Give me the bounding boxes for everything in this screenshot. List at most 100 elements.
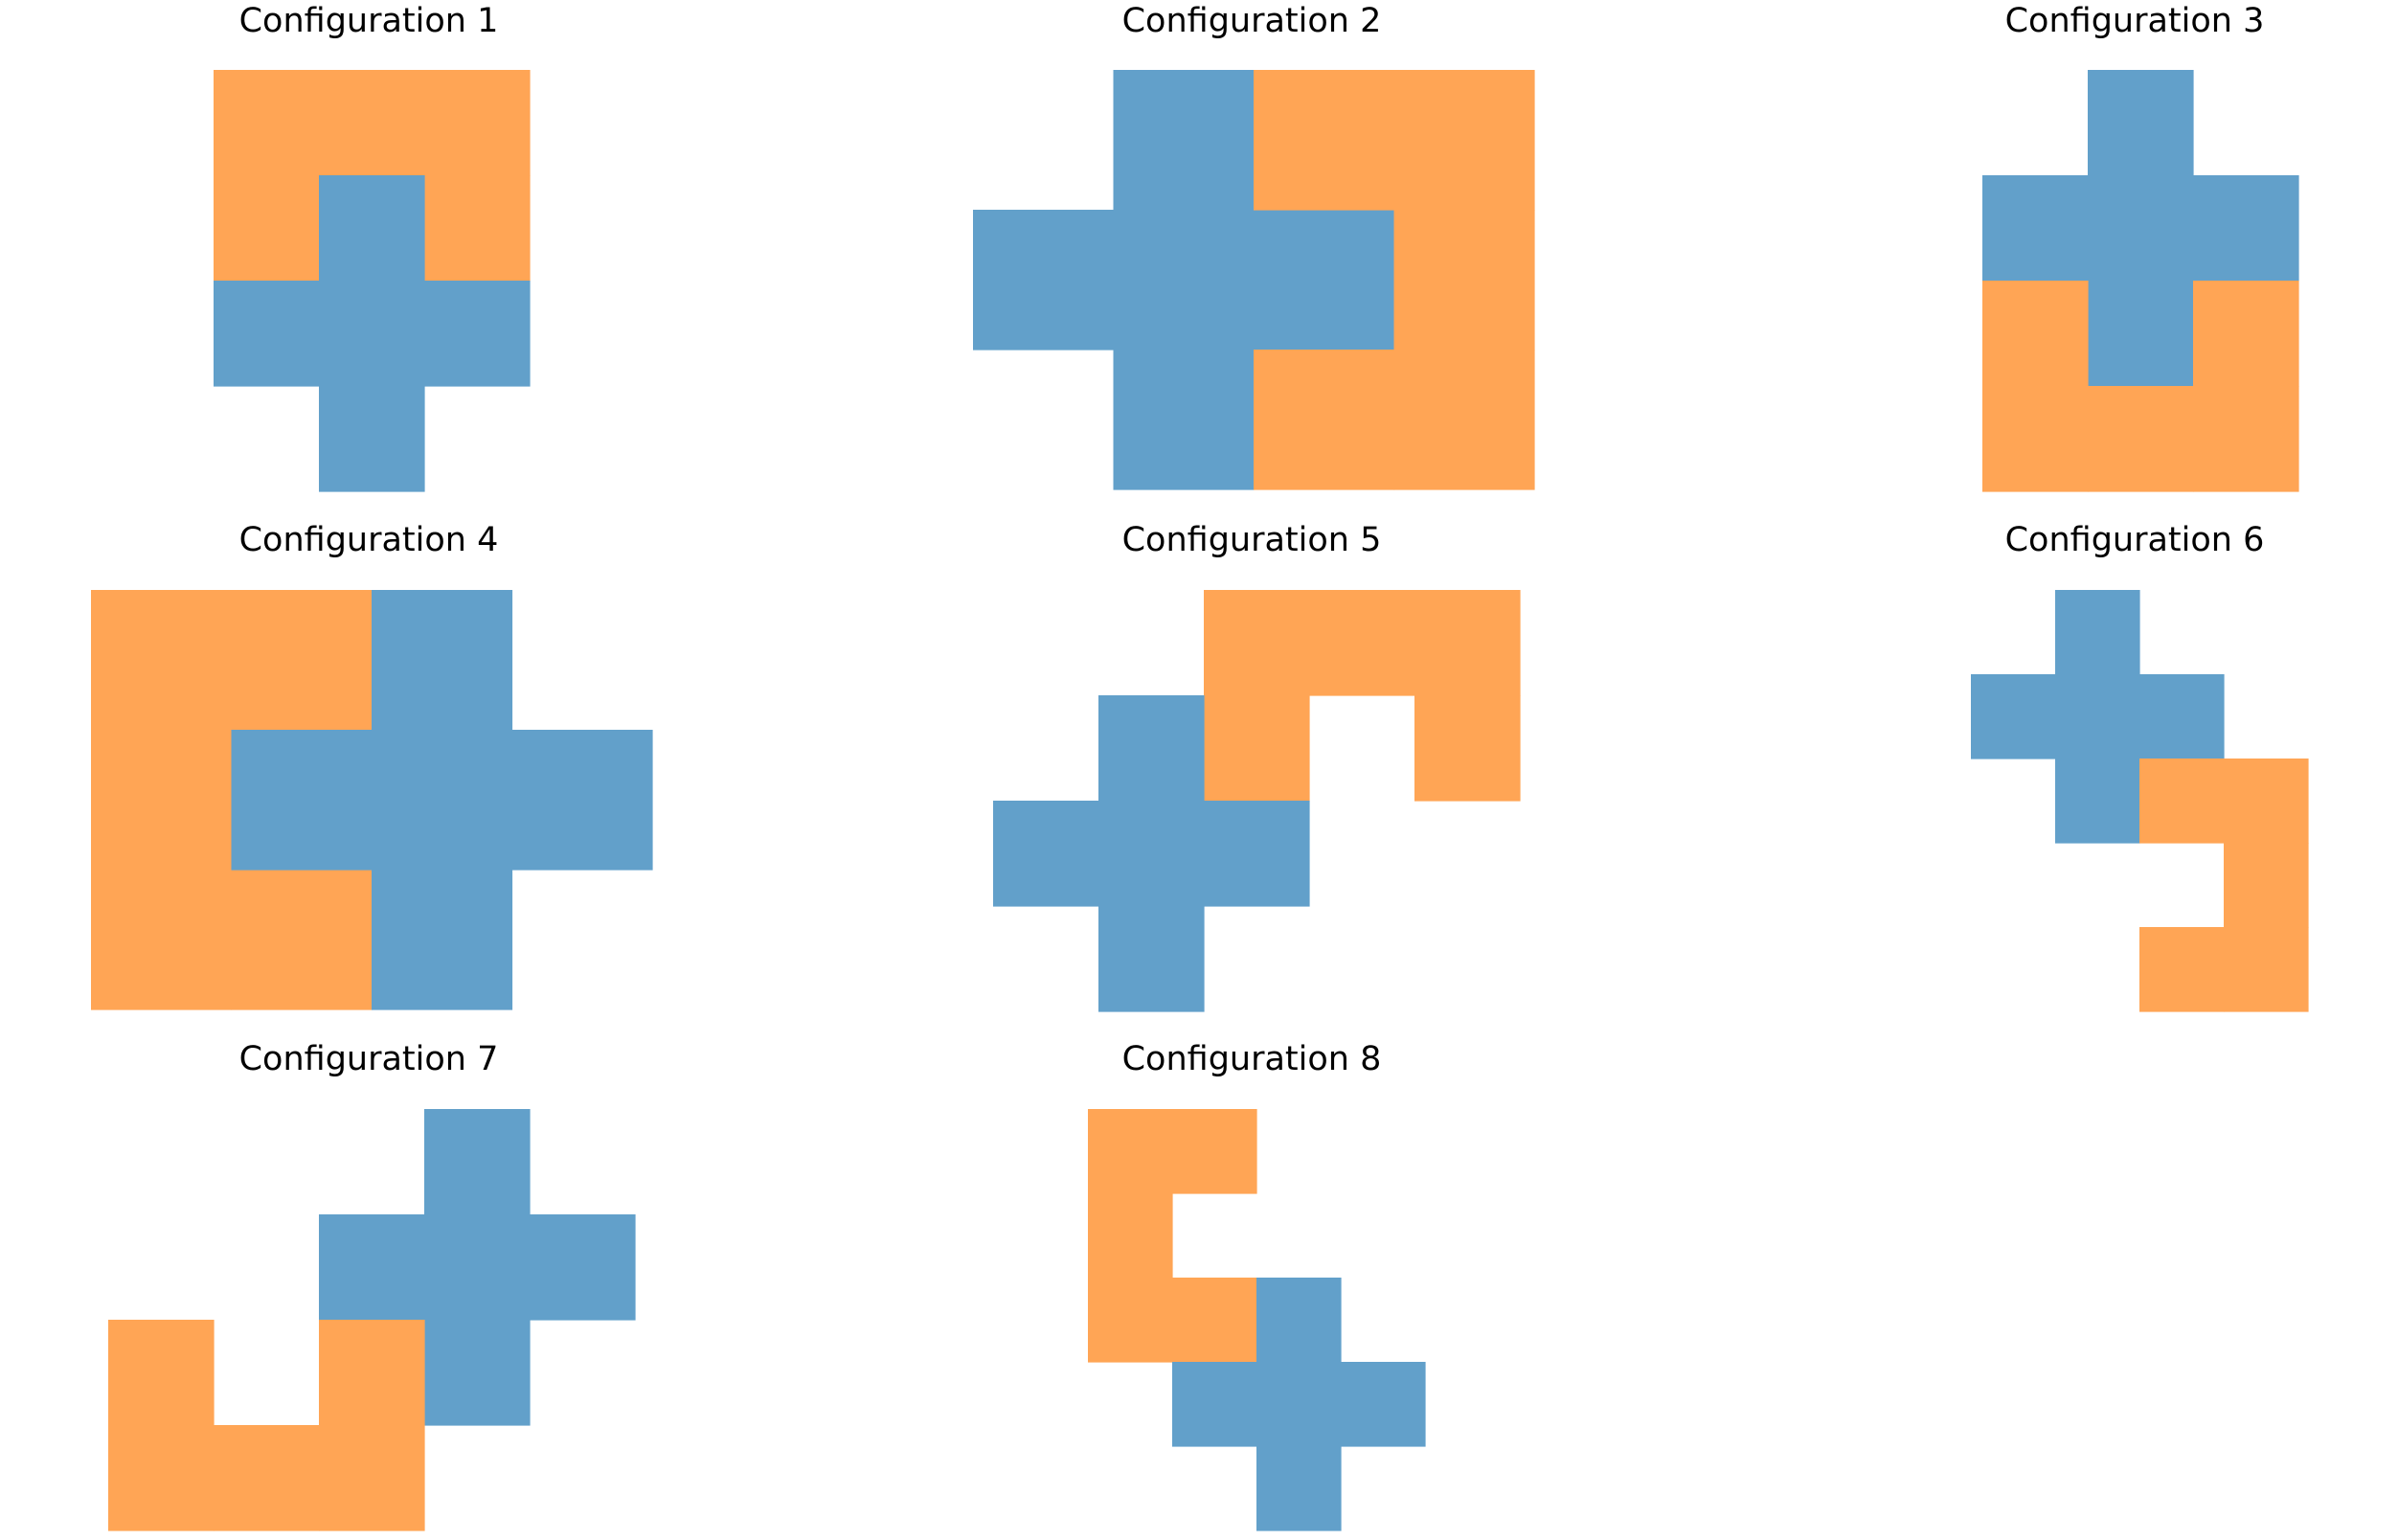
plus-cell [1113,70,1255,211]
plus-cell [2055,590,2140,675]
plus-cell [1256,1362,1342,1447]
plus-cell [2088,175,2194,282]
u-shape-cell [2139,927,2225,1012]
u-shape-cell [2193,281,2299,387]
panel-title-8: Configuration 8 [1122,1040,1382,1078]
panel-cells-1 [214,70,531,492]
plus-cell [2055,759,2140,844]
plus-cell [319,281,425,387]
u-shape-cell [214,1425,320,1531]
panel-cells-7 [108,1109,636,1531]
plus-cell [1254,210,1395,351]
panel-title-5: Configuration 5 [1122,521,1382,559]
u-shape-cell [91,730,233,871]
u-shape-cell [214,175,320,282]
panel-title-2: Configuration 2 [1122,2,1382,40]
plus-cell [1982,175,2089,282]
plus-cell [993,801,1099,907]
panel-cells-5 [993,590,1521,1012]
plus-cell [1113,350,1255,490]
u-shape-cell [2224,927,2309,1012]
plus-cell [1098,906,1205,1012]
plus-cell [424,281,531,387]
plus-cell [424,1109,531,1215]
panel-title-4: Configuration 4 [239,521,499,559]
u-shape-cell [1414,590,1521,696]
configuration-panel-6: Configuration 6 [1971,521,2309,1012]
u-shape-cell [2224,759,2309,844]
plus-cell [973,210,1115,351]
u-shape-cell [2224,843,2309,928]
u-shape-cell [1172,1278,1257,1363]
u-shape-cell [319,1320,425,1426]
u-shape-cell [1393,70,1535,211]
panel-title-3: Configuration 3 [2005,2,2265,40]
plus-cell [372,870,513,1010]
plus-cell [1113,210,1255,351]
u-shape-cell [2139,759,2225,844]
plus-cell [1256,1278,1342,1363]
panel-cells-4 [91,590,653,1010]
u-shape-cell [1393,210,1535,351]
u-shape-cell [1172,1109,1257,1194]
u-shape-cell [108,1425,215,1531]
u-shape-cell [2088,386,2194,492]
configuration-panel-7: Configuration 7 [108,1040,636,1531]
plus-cell [1971,674,2056,759]
plus-cell [2088,281,2194,387]
plus-cell [1341,1362,1426,1447]
u-shape-cell [1393,350,1535,490]
u-shape-cell [91,590,233,731]
u-shape-cell [231,870,373,1010]
panel-cells-6 [1971,590,2309,1012]
u-shape-cell [2193,386,2299,492]
plus-cell [2055,674,2140,759]
configuration-panel-3: Configuration 3 [1982,2,2299,492]
u-shape-cell [1309,590,1415,696]
plus-cell [2139,674,2225,759]
u-shape-cell [1982,281,2089,387]
u-shape-cell [1088,1278,1173,1363]
u-shape-cell [214,70,320,176]
configuration-panel-1: Configuration 1 [214,2,531,492]
u-shape-cell [319,1425,425,1531]
plus-cell [1098,695,1205,802]
u-shape-cell [108,1320,215,1426]
plus-cell [319,175,425,282]
u-shape-cell [1204,590,1310,696]
plus-cell [530,1214,636,1321]
u-shape-cell [1088,1109,1173,1194]
plus-cell [1098,801,1205,907]
plus-cell [1204,801,1310,907]
plus-cell [2193,175,2299,282]
plus-cell [2088,70,2194,176]
plus-cell [372,590,513,731]
configuration-panel-5: Configuration 5 [993,521,1521,1012]
plus-cell [424,1320,531,1426]
panel-cells-8 [1088,1109,1426,1531]
configuration-panel-4: Configuration 4 [91,521,653,1010]
u-shape-cell [424,175,531,282]
panel-cells-3 [1982,70,2299,492]
u-shape-cell [231,590,373,731]
plus-cell [214,281,320,387]
plus-cell [319,1214,425,1321]
u-shape-cell [1088,1193,1173,1279]
plus-cell [231,730,373,871]
plus-cell [1256,1446,1342,1531]
u-shape-cell [424,70,531,176]
plus-cell [424,1214,531,1321]
plus-cell [319,386,425,492]
panel-title-6: Configuration 6 [2005,521,2265,559]
u-shape-cell [1254,350,1395,490]
u-shape-cell [319,70,425,176]
panel-title-1: Configuration 1 [239,2,499,40]
configuration-panel-2: Configuration 2 [973,2,1535,490]
plus-cell [1172,1362,1257,1447]
panel-title-7: Configuration 7 [239,1040,499,1078]
plus-cell [511,730,653,871]
u-shape-cell [1254,70,1395,211]
panel-cells-2 [973,70,1535,490]
u-shape-cell [1414,695,1521,802]
